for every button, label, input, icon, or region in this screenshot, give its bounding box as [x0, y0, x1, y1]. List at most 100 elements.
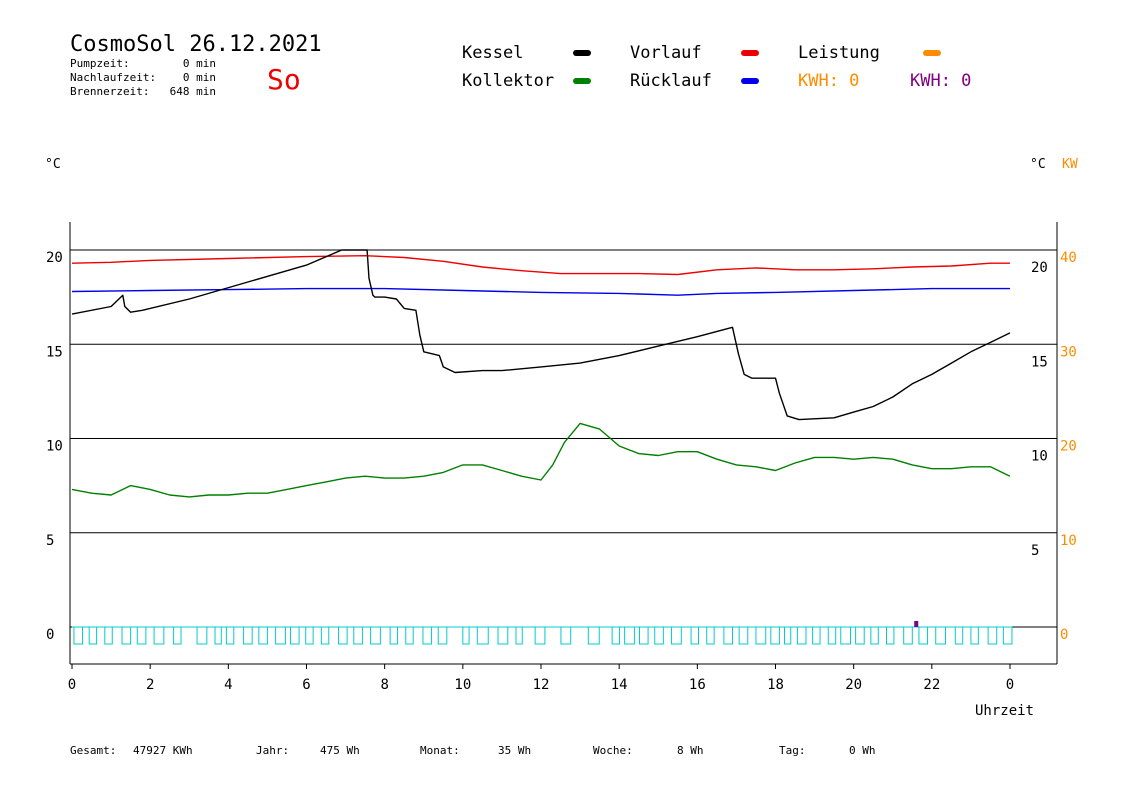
y-tick-left: 10 — [46, 439, 63, 455]
pump-marker — [136, 626, 147, 645]
x-tick-label: 6 — [302, 677, 310, 693]
pump-marker — [954, 626, 964, 645]
stat-value-pumpzeit: 0 min — [183, 57, 216, 70]
pump-marker — [534, 626, 546, 645]
pump-marker — [289, 626, 300, 645]
left-axis-unit: °C — [45, 157, 61, 172]
pump-marker — [275, 626, 286, 645]
y-tick-right-kw: 20 — [1060, 439, 1077, 455]
pump-marker — [638, 626, 649, 645]
pump-marker — [258, 626, 268, 645]
stat-label-brennerzeit: Brennerzeit: — [70, 85, 149, 98]
footer-label-jahr: Jahr: — [256, 744, 289, 757]
pump-marker — [671, 626, 682, 645]
right-axis-kw-unit: KW — [1062, 157, 1078, 172]
chart-title: CosmoSol 26.12.2021 — [70, 32, 322, 57]
legend-label-kollektor: Kollektor — [462, 71, 554, 91]
y-tick-left: 15 — [46, 344, 63, 360]
pump-marker — [885, 626, 895, 645]
pump-activity-bars — [72, 621, 1013, 645]
pump-marker — [654, 626, 664, 645]
pump-marker — [855, 626, 865, 645]
pump-marker — [462, 626, 470, 645]
pump-marker — [706, 626, 715, 645]
x-tick-label: 12 — [533, 677, 550, 693]
pump-marker — [796, 626, 807, 645]
pump-marker — [104, 626, 113, 645]
pump-marker — [812, 626, 821, 645]
x-tick-label: 22 — [923, 677, 940, 693]
pump-marker — [173, 626, 182, 645]
kwh-label-brenner: KWH: 0 — [910, 71, 971, 91]
right-axis-temp-unit: °C — [1030, 157, 1046, 172]
y-tick-left: 5 — [46, 533, 54, 549]
pump-marker — [476, 626, 489, 645]
footer-value-jahr: 475 Wh — [320, 744, 360, 757]
footer-value-tag: 0 Wh — [849, 744, 876, 757]
stat-value-nachlaufzeit: 0 min — [183, 71, 216, 84]
pump-marker — [243, 626, 253, 645]
pump-marker — [497, 626, 509, 645]
y-tick-left: 0 — [46, 627, 54, 643]
legend-label-vorlauf: Vorlauf — [630, 43, 702, 63]
pump-marker — [611, 626, 621, 645]
y-tick-right-temp: 15 — [1031, 354, 1048, 370]
x-tick-label: 8 — [380, 677, 388, 693]
y-tick-left: 20 — [46, 250, 63, 266]
pump-marker — [690, 626, 700, 645]
pump-marker — [389, 626, 399, 645]
footer-label-woche: Woche: — [593, 744, 633, 757]
x-tick-label: 0 — [1006, 677, 1014, 693]
footer-label-tag: Tag: — [779, 744, 806, 757]
stat-label-nachlaufzeit: Nachlaufzeit: — [70, 71, 156, 84]
pump-marker — [353, 626, 363, 645]
pump-marker — [918, 626, 929, 645]
pump-marker — [121, 626, 132, 645]
pump-marker — [370, 626, 381, 645]
y-tick-right-kw: 10 — [1060, 533, 1077, 549]
footer-value-gesamt: 47927 KWh — [133, 744, 193, 757]
pump-marker — [935, 626, 947, 645]
y-tick-right-temp: 20 — [1031, 260, 1048, 276]
pump-marker — [214, 626, 222, 645]
pump-marker — [320, 626, 330, 645]
pump-marker — [88, 626, 98, 645]
pump-marker — [153, 626, 165, 645]
pump-marker — [73, 626, 84, 645]
y-tick-right-temp: 10 — [1031, 449, 1048, 465]
pump-marker — [970, 626, 979, 645]
y-tick-right-kw: 40 — [1060, 250, 1077, 266]
x-tick-label: 4 — [224, 677, 232, 693]
pump-marker — [405, 626, 414, 645]
y-tick-right-temp: 5 — [1031, 543, 1039, 559]
pump-marker — [560, 626, 572, 645]
series-line-vorlauf — [71, 254, 1010, 276]
weekday-label: So — [267, 63, 301, 96]
x-tick-labels: 0 2 4 6 8 10 12 14 16 18 20 22 0 — [68, 664, 1014, 693]
pump-marker — [338, 626, 348, 645]
burner-marker — [914, 621, 919, 627]
series-lines — [71, 249, 1011, 498]
pump-marker — [624, 626, 635, 645]
x-tick-label: 18 — [767, 677, 784, 693]
pump-marker — [827, 626, 837, 645]
x-axis-label: Uhrzeit — [975, 703, 1034, 719]
pump-marker — [305, 626, 314, 645]
series-line-kessel — [71, 249, 1011, 421]
x-tick-label: 10 — [454, 677, 471, 693]
stat-value-brennerzeit: 648 min — [170, 85, 216, 98]
legend-label-leistung: Leistung — [798, 43, 880, 63]
pump-marker — [755, 626, 767, 645]
x-tick-label: 0 — [68, 677, 76, 693]
pump-marker — [515, 626, 523, 645]
legend-label-kessel: Kessel — [462, 43, 523, 63]
grid-lines — [70, 249, 1057, 628]
footer-value-woche: 8 Wh — [677, 744, 704, 757]
pump-marker — [903, 626, 913, 645]
pump-marker — [723, 626, 734, 645]
y-tick-labels: 20 15 10 5 0 20 15 10 5 40 30 20 10 0 — [46, 250, 1077, 643]
series-line-rcklauf — [71, 287, 1010, 296]
x-tick-label: 14 — [611, 677, 628, 693]
pump-marker — [422, 626, 433, 645]
